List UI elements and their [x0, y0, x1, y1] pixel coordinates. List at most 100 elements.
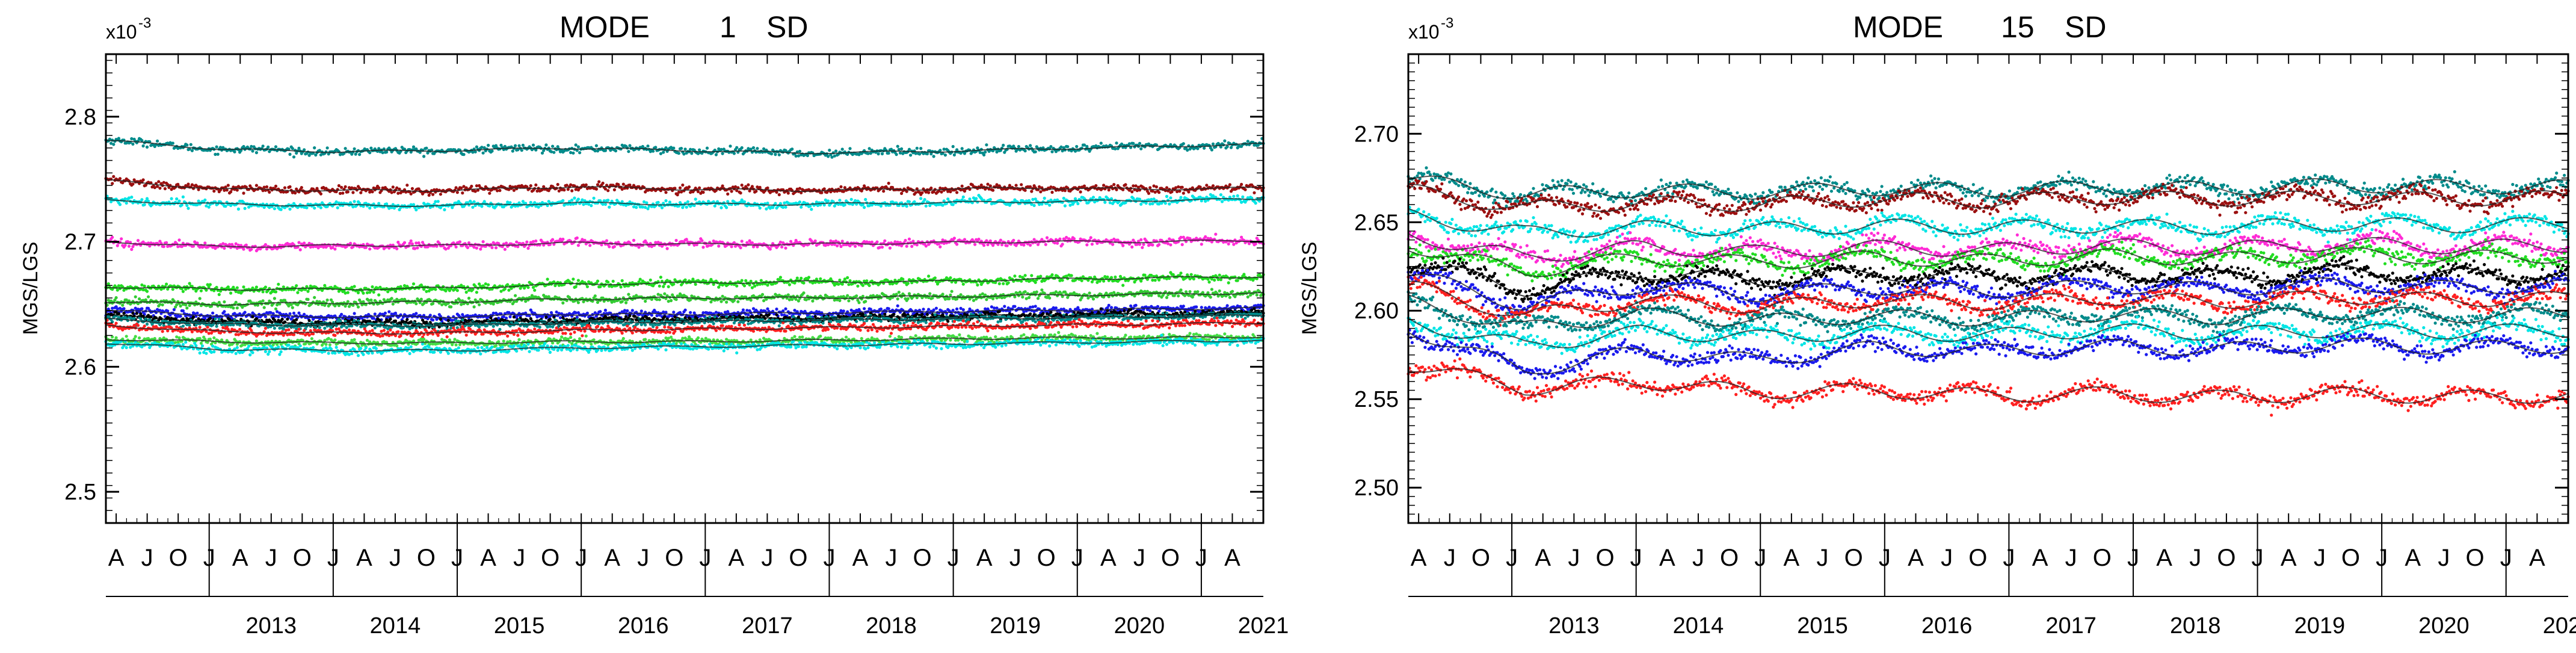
data-point — [784, 205, 787, 209]
data-point — [960, 147, 964, 150]
data-point — [496, 189, 499, 193]
data-point — [1225, 145, 1229, 149]
data-point — [263, 243, 267, 247]
data-point — [112, 175, 116, 178]
data-point — [242, 285, 245, 289]
data-point — [411, 145, 416, 149]
data-point — [323, 283, 327, 287]
data-point — [514, 294, 517, 297]
data-point — [250, 247, 253, 251]
data-point — [436, 200, 440, 203]
data-point — [1211, 142, 1215, 146]
data-point — [242, 191, 245, 195]
data-point — [481, 151, 485, 155]
data-point — [371, 285, 374, 289]
data-point — [118, 177, 122, 181]
data-point — [198, 297, 202, 300]
data-point — [531, 143, 535, 147]
data-point — [578, 151, 582, 155]
data-point — [952, 153, 956, 156]
data-point — [652, 149, 655, 153]
data-point — [813, 239, 817, 243]
data-point — [575, 236, 579, 240]
data-point — [901, 277, 905, 281]
data-point — [351, 191, 355, 194]
data-point — [574, 188, 578, 191]
data-point — [181, 195, 185, 199]
data-point — [698, 148, 701, 152]
data-point — [473, 190, 477, 193]
data-point — [1219, 145, 1222, 149]
data-point — [995, 150, 999, 154]
data-point — [656, 200, 660, 204]
data-point — [369, 146, 373, 150]
data-point — [1030, 274, 1034, 277]
data-point — [215, 145, 218, 149]
data-point — [261, 299, 265, 303]
data-point — [261, 144, 265, 148]
data-point — [924, 204, 928, 208]
data-point — [411, 282, 416, 286]
data-point — [461, 191, 464, 195]
data-point — [1070, 274, 1073, 277]
data-point — [714, 153, 718, 156]
data-point — [638, 277, 642, 281]
data-point — [307, 153, 311, 157]
data-point — [141, 144, 145, 148]
data-point — [696, 190, 700, 193]
data-point — [1169, 243, 1172, 247]
data-point — [1085, 144, 1089, 148]
data-point — [190, 183, 194, 187]
data-point — [516, 148, 520, 152]
data-point — [303, 148, 306, 152]
data-point — [674, 238, 678, 243]
data-point — [978, 150, 982, 154]
data-point — [319, 192, 323, 196]
data-point — [157, 180, 161, 184]
data-point — [1138, 141, 1142, 145]
data-point — [574, 143, 578, 147]
data-point — [662, 285, 665, 288]
data-point — [162, 245, 165, 249]
data-point — [774, 153, 777, 156]
data-point — [762, 147, 766, 150]
data-point — [341, 191, 345, 195]
data-point — [529, 200, 532, 204]
data-point — [350, 186, 354, 190]
data-point — [973, 243, 977, 246]
data-point — [475, 291, 479, 294]
data-point — [1044, 243, 1047, 246]
data-point — [584, 183, 588, 187]
data-point — [1206, 277, 1210, 281]
data-point — [1188, 237, 1192, 240]
data-point — [534, 148, 538, 152]
data-point — [590, 204, 593, 208]
data-point — [810, 208, 813, 211]
data-point — [919, 197, 923, 200]
data-point — [1121, 244, 1125, 247]
data-point — [869, 152, 872, 155]
data-point — [1066, 145, 1070, 149]
data-point — [521, 143, 525, 147]
data-point — [507, 288, 511, 292]
data-point — [561, 301, 565, 305]
data-point — [698, 186, 701, 190]
data-point — [768, 247, 772, 251]
data-point — [750, 241, 754, 245]
data-point — [601, 181, 605, 185]
data-point — [223, 300, 226, 304]
data-point — [416, 246, 419, 250]
data-point — [1207, 280, 1211, 284]
data-point — [882, 190, 886, 193]
data-point — [472, 305, 476, 309]
data-point — [739, 191, 742, 195]
data-point — [494, 144, 498, 147]
data-point — [839, 185, 843, 188]
data-point — [576, 301, 581, 305]
data-point — [641, 144, 644, 149]
data-point — [296, 291, 300, 294]
data-point — [611, 279, 615, 283]
data-point — [963, 238, 967, 241]
data-point — [863, 206, 866, 209]
data-point — [223, 246, 226, 250]
